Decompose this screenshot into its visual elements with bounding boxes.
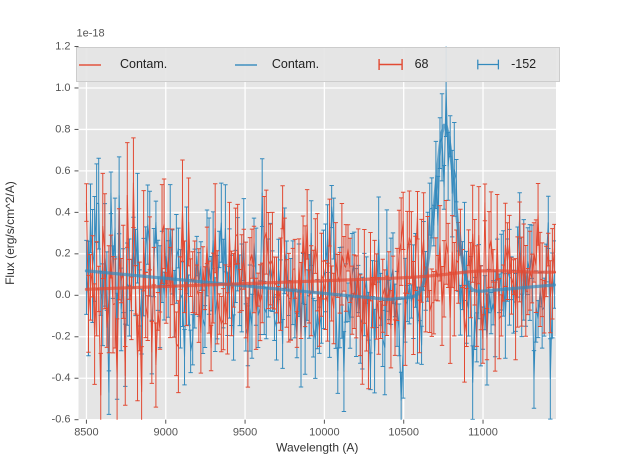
svg-text:11000: 11000 [468,427,498,439]
svg-text:10500: 10500 [388,427,419,439]
svg-text:1e-18: 1e-18 [77,28,105,40]
svg-text:9000: 9000 [154,427,178,439]
svg-text:8500: 8500 [74,427,98,439]
svg-text:-0.6: -0.6 [52,414,71,426]
svg-text:0.2: 0.2 [55,248,70,260]
svg-text:9500: 9500 [233,427,257,439]
svg-text:0.4: 0.4 [55,206,70,218]
svg-text:-0.2: -0.2 [52,331,71,343]
svg-text:Wavelength (A): Wavelength (A) [276,441,358,455]
svg-text:Flux (erg/s/cm^2/A): Flux (erg/s/cm^2/A) [3,181,17,285]
svg-text:0.8: 0.8 [55,123,70,135]
svg-text:-0.4: -0.4 [52,372,71,384]
svg-text:1.0: 1.0 [55,82,70,94]
svg-text:0.0: 0.0 [55,289,70,301]
svg-text:0.6: 0.6 [55,165,70,177]
svg-text:1.2: 1.2 [55,40,70,52]
svg-text:10000: 10000 [309,427,340,439]
